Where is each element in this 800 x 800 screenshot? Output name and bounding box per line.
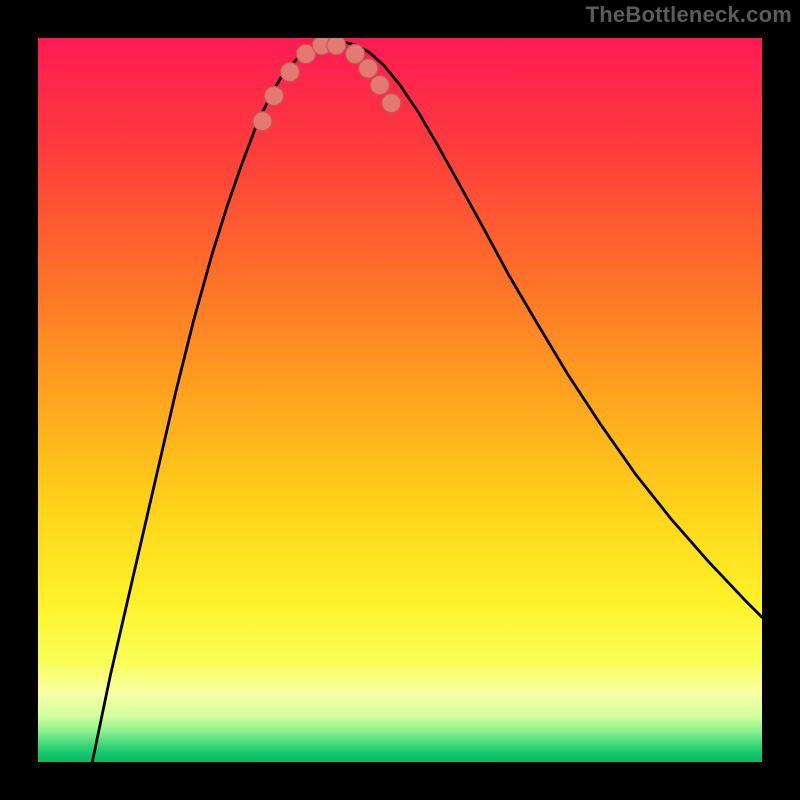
- data-marker: [359, 59, 378, 78]
- bottleneck-chart-svg: [0, 0, 800, 800]
- data-marker: [253, 112, 272, 131]
- data-marker: [382, 94, 401, 113]
- data-marker: [280, 63, 299, 82]
- data-marker: [327, 36, 346, 55]
- data-marker: [265, 86, 284, 105]
- data-marker: [346, 44, 365, 63]
- data-marker: [370, 76, 389, 95]
- watermark-text: TheBottleneck.com: [586, 2, 792, 28]
- plot-background: [38, 38, 762, 762]
- chart-container: TheBottleneck.com: [0, 0, 800, 800]
